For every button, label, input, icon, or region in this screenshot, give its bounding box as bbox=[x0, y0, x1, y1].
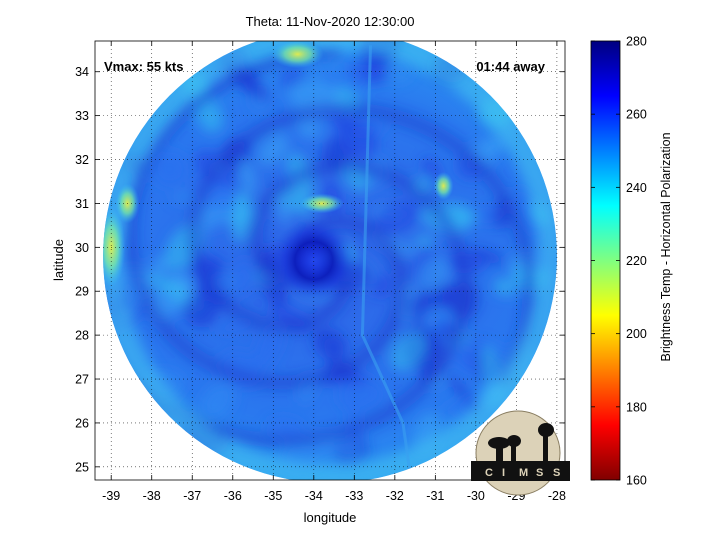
x-axis-label: longitude bbox=[304, 510, 357, 525]
chart-title: Theta: 11-Nov-2020 12:30:00 bbox=[245, 14, 415, 29]
x-tick-label: -36 bbox=[224, 489, 242, 503]
warm-patch bbox=[271, 41, 324, 69]
x-tick-label: -39 bbox=[102, 489, 120, 503]
x-tick-label: -34 bbox=[305, 489, 323, 503]
colorbar-tick-label: 160 bbox=[626, 474, 647, 488]
x-tick-label: -38 bbox=[143, 489, 161, 503]
y-tick-label: 31 bbox=[75, 197, 89, 211]
warm-patch bbox=[299, 193, 344, 214]
colorbar bbox=[590, 40, 621, 481]
x-tick-label: -30 bbox=[467, 489, 485, 503]
y-tick-label: 32 bbox=[75, 153, 89, 167]
colorbar-tick-label: 260 bbox=[626, 108, 647, 122]
x-tick-label: -31 bbox=[426, 489, 444, 503]
y-axis-label: latitude bbox=[51, 239, 66, 281]
y-tick-label: 34 bbox=[75, 65, 89, 79]
y-axis: 25 26 27 28 29 30 31 32 33 34 bbox=[75, 65, 565, 474]
y-tick-label: 27 bbox=[75, 373, 89, 387]
colorbar-label: Brightness Temp - Horizontal Polarizatio… bbox=[659, 132, 673, 361]
colorbar-tick-label: 240 bbox=[626, 181, 647, 195]
logo-letter: S bbox=[536, 467, 543, 479]
y-tick-label: 25 bbox=[75, 460, 89, 474]
colorbar-tick-label: 220 bbox=[626, 254, 647, 268]
logo-dish-left-stand bbox=[496, 447, 503, 462]
logo-dish-left bbox=[488, 437, 510, 449]
logo-letter: I bbox=[502, 467, 505, 479]
time-away-annotation: 01:44 away bbox=[476, 59, 545, 74]
y-tick-label: 33 bbox=[75, 109, 89, 123]
vmax-annotation: Vmax: 55 kts bbox=[104, 59, 184, 74]
colorbar-tick-label: 280 bbox=[626, 35, 647, 49]
y-tick-label: 26 bbox=[75, 416, 89, 430]
colorbar-ticks: 160 180 200 220 240 260 280 bbox=[591, 35, 647, 488]
colorbar-tick-label: 180 bbox=[626, 400, 647, 414]
logo-tower bbox=[543, 436, 548, 462]
y-tick-label: 30 bbox=[75, 241, 89, 255]
y-tick-label: 28 bbox=[75, 329, 89, 343]
x-tick-label: -32 bbox=[386, 489, 404, 503]
logo-letter: M bbox=[519, 467, 528, 479]
logo-letter: S bbox=[553, 467, 560, 479]
logo-letter: C bbox=[485, 467, 493, 479]
x-tick-label: -35 bbox=[264, 489, 282, 503]
warm-patch bbox=[433, 171, 454, 200]
plot-frame bbox=[94, 40, 566, 481]
y-tick-label: 29 bbox=[75, 285, 89, 299]
colorbar-tick-label: 200 bbox=[626, 327, 647, 341]
x-tick-label: -33 bbox=[345, 489, 363, 503]
storm-eye-cold-ring bbox=[271, 218, 356, 303]
logo-band bbox=[471, 461, 570, 481]
x-tick-label: -37 bbox=[183, 489, 201, 503]
x-tick-label: -28 bbox=[548, 489, 566, 503]
